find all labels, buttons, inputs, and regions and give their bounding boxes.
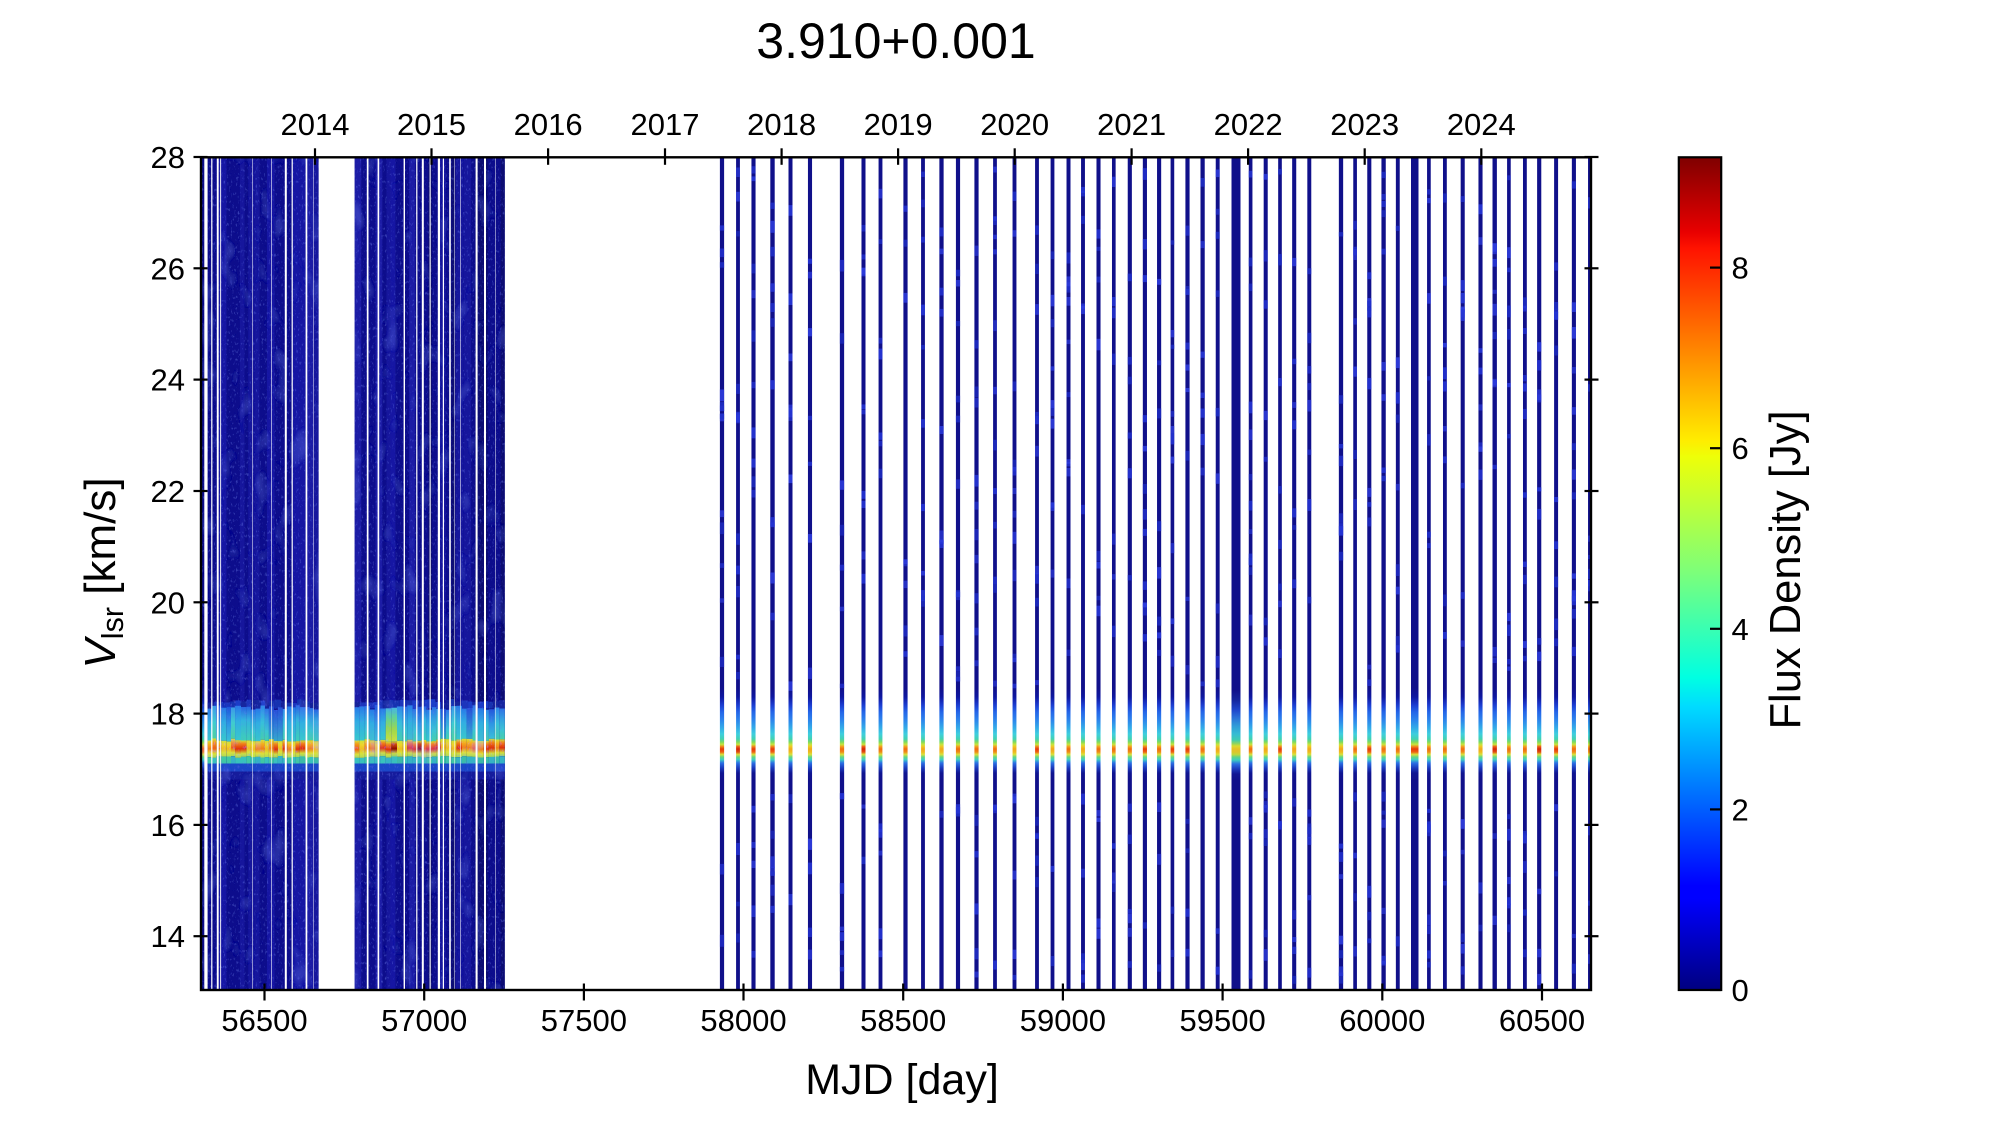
svg-text:56500: 56500 xyxy=(221,1003,307,1038)
svg-text:2: 2 xyxy=(1732,792,1749,827)
svg-text:3.910+0.001: 3.910+0.001 xyxy=(756,13,1035,69)
svg-text:60500: 60500 xyxy=(1499,1003,1585,1038)
svg-text:2014: 2014 xyxy=(281,107,350,142)
svg-text:2024: 2024 xyxy=(1447,107,1516,142)
svg-text:57000: 57000 xyxy=(381,1003,467,1038)
svg-text:58500: 58500 xyxy=(860,1003,946,1038)
svg-text:2022: 2022 xyxy=(1214,107,1283,142)
svg-text:2020: 2020 xyxy=(980,107,1049,142)
svg-text:Vlsr [km/s]: Vlsr [km/s] xyxy=(76,477,130,668)
svg-text:28: 28 xyxy=(151,140,185,175)
svg-text:14: 14 xyxy=(151,919,185,954)
svg-text:6: 6 xyxy=(1732,431,1749,466)
svg-text:16: 16 xyxy=(151,808,185,843)
svg-text:59000: 59000 xyxy=(1020,1003,1106,1038)
svg-text:59500: 59500 xyxy=(1179,1003,1265,1038)
svg-text:26: 26 xyxy=(151,251,185,286)
svg-text:57500: 57500 xyxy=(541,1003,627,1038)
svg-text:2023: 2023 xyxy=(1330,107,1399,142)
svg-text:2018: 2018 xyxy=(747,107,816,142)
svg-text:2019: 2019 xyxy=(864,107,933,142)
svg-text:2021: 2021 xyxy=(1097,107,1166,142)
svg-text:4: 4 xyxy=(1732,612,1749,647)
svg-text:0: 0 xyxy=(1732,973,1749,1008)
svg-text:MJD [day]: MJD [day] xyxy=(805,1056,999,1104)
svg-text:20: 20 xyxy=(151,585,185,620)
svg-text:2015: 2015 xyxy=(397,107,466,142)
svg-text:58000: 58000 xyxy=(700,1003,786,1038)
svg-text:2017: 2017 xyxy=(631,107,700,142)
svg-text:8: 8 xyxy=(1732,251,1749,286)
svg-text:Flux Density [Jy]: Flux Density [Jy] xyxy=(1762,410,1810,729)
svg-text:18: 18 xyxy=(151,697,185,732)
svg-text:60000: 60000 xyxy=(1339,1003,1425,1038)
svg-text:24: 24 xyxy=(151,363,185,398)
svg-text:2016: 2016 xyxy=(514,107,583,142)
svg-text:22: 22 xyxy=(151,474,185,509)
